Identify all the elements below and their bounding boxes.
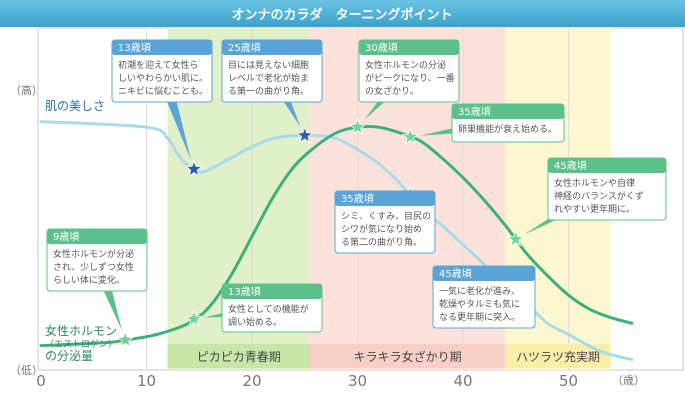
annotation-text: シミ、くすみ、目尻の <box>341 211 431 222</box>
annotation-text: 一気に老化が進み、 <box>439 285 520 297</box>
skin-marker-star <box>185 160 203 177</box>
stage-bands: ピカピカ青春期 キラキラ女ざかり期 ハツラツ充実期 <box>167 344 611 368</box>
annotation-text: る第二の曲がり角。 <box>341 236 422 248</box>
x-tick-labels: 0 10 20 30 40 50 <box>36 372 578 390</box>
annotation-age: 45歳頃 <box>554 160 587 172</box>
stage-band <box>310 344 506 368</box>
annotation-age: 25歳頃 <box>228 42 261 54</box>
x-tick-label: 20 <box>242 372 261 390</box>
series-label-hormone-2: （エストロゲン） <box>45 338 117 350</box>
annotation-text: レベルで老化が始ま <box>228 72 309 84</box>
stage-label: ハツラツ充実期 <box>516 349 600 364</box>
series-label-hormone-3: の分泌量 <box>45 349 93 363</box>
annotation-text: 乾燥やタルミも気に <box>439 298 520 310</box>
annotation-text: る第一の曲がり角。 <box>228 85 309 97</box>
y-label-low: （低） <box>10 364 43 377</box>
stage-band <box>167 344 311 368</box>
hormone-marker-star <box>401 127 419 145</box>
annotation-text: なる更年期に突入。 <box>439 311 520 323</box>
annotation-text: しいやわらかい肌に。 <box>118 73 208 84</box>
skin-marker-star <box>296 126 314 144</box>
x-tick-label: 0 <box>36 372 46 390</box>
annotation-header <box>359 40 459 55</box>
annotation-text: 女性ホルモンが分泌 <box>53 248 134 260</box>
header-bar <box>0 0 685 27</box>
series-label-skin: 肌の美しさ <box>45 99 105 113</box>
annotation-text: 調い始める。 <box>228 316 282 328</box>
hormone-marker-star <box>116 330 135 348</box>
x-tick-label: 40 <box>453 372 472 390</box>
annotation-text: の女ざかり。 <box>365 85 419 97</box>
annotation-text: シワが気になり始め <box>341 223 422 235</box>
annotation-text: 女性としての機能が <box>228 303 309 315</box>
annotations: 13歳頃初潮を迎えて女性らしいやわらかい肌に。ニキビに悩むことも。25歳頃目には… <box>46 39 667 333</box>
annotation-text: らしい体に変化。 <box>53 274 125 286</box>
annotation-header <box>335 191 435 206</box>
annotation-age: 35歳頃 <box>341 193 374 205</box>
x-tick-label: 10 <box>137 372 156 390</box>
annotation-header <box>112 40 212 55</box>
annotation-text: ニキビに悩むことも。 <box>118 85 208 97</box>
annotation-header <box>433 266 535 281</box>
annotation-text: 初潮を迎えて女性ら <box>118 59 199 71</box>
chart-title: オンナのカラダ ターニングポイント <box>231 7 452 23</box>
annotation-text: がピークになり、一番 <box>365 72 455 84</box>
annotation-header <box>452 104 564 119</box>
annotation-age: 13歳頃 <box>118 42 151 54</box>
x-tick-label: 30 <box>348 372 367 390</box>
y-label-high: （高） <box>10 83 43 97</box>
hormone-marker-star <box>185 309 203 327</box>
annotation-header <box>222 40 322 55</box>
annotation-text: 女性ホルモンや自律 <box>554 177 635 189</box>
annotation-header <box>222 284 322 299</box>
annotation-header <box>47 229 147 244</box>
x-axis-unit: （歳） <box>612 374 645 387</box>
x-tick-label: 50 <box>559 372 578 390</box>
annotation-age: 13歳頃 <box>228 286 261 298</box>
annotation-age: 35歳頃 <box>458 106 491 118</box>
annotation-text: 目には見えない細胞 <box>228 59 309 71</box>
annotation-header <box>548 158 666 173</box>
stage-label: ピカピカ青春期 <box>197 350 281 364</box>
annotation-age: 30歳頃 <box>365 42 398 54</box>
annotation-age: 9歳頃 <box>53 231 79 243</box>
hormone-marker-star <box>348 118 367 135</box>
annotation-text: 神経のバランスがくず <box>554 190 644 202</box>
annotation-text: され、少しずつ女性 <box>53 261 134 273</box>
annotation-text: 卵巣機能が衰え始める。 <box>458 123 557 135</box>
annotation-text: れやすい更年期に。 <box>554 203 635 215</box>
stage-label: キラキラ女ざかり期 <box>354 349 462 364</box>
series-label-hormone-1: 女性ホルモン <box>45 323 117 338</box>
hormone-marker-star <box>507 230 525 247</box>
annotation-text: 女性ホルモンの分泌 <box>365 59 446 71</box>
annotation-age: 45歳頃 <box>439 268 472 280</box>
